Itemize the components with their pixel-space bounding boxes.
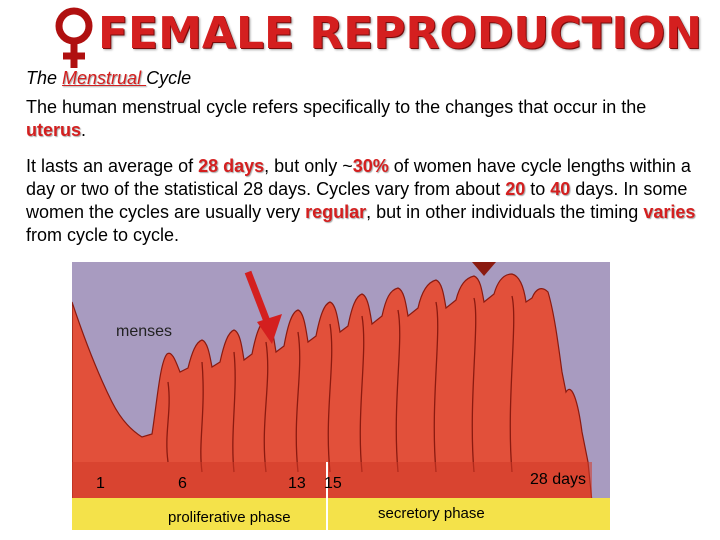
basal-layer [72,462,592,498]
section-subtitle: The Menstrual Cycle [26,68,191,89]
p2-text-5: days. In some women the cycles are usual… [26,179,688,222]
page-title: FEMALE REPRODUCTION [98,8,702,59]
ovulation-marker-icon [472,262,496,276]
p1-highlight-uterus: uterus [26,120,82,140]
p2-text-4: to [525,179,551,199]
menses-arrow-icon [244,270,282,344]
p1-text: The human menstrual cycle refers specifi… [26,97,647,117]
header: FEMALE REPRODUCTION [50,4,710,68]
myometrium-base [72,498,610,530]
day-label-28: 28 days [530,471,586,488]
p2-highlight-varies: varies [643,202,696,222]
subtitle-prefix: The [26,68,63,88]
paragraph-cycle-length: It lasts an average of 28 days, but only… [26,155,696,247]
p2-highlight-40: 40 [550,179,571,199]
menses-label: menses [116,323,172,340]
p2-text-7: from cycle to cycle. [26,225,180,245]
paragraph-definition: The human menstrual cycle refers specifi… [26,96,696,142]
subtitle-suffix: Cycle [146,68,192,88]
p2-text-2: , but only ~ [264,156,353,176]
uterine-lining-illustration: menses 1 6 13 15 28 days proliferative p… [72,262,610,530]
p2-text-6: , but in other individuals the timing [366,202,644,222]
p1-end: . [81,120,87,140]
day-label-6: 6 [178,475,187,492]
day-label-1: 1 [96,475,105,492]
day-label-15: 15 [324,475,342,492]
p2-text-3: of women have cycle lengths within a day… [26,156,691,199]
p2-highlight-regular: regular [305,202,367,222]
p2-text-1: It lasts an average of [26,156,199,176]
p2-highlight-30-percent: 30% [352,156,389,176]
proliferative-phase-label: proliferative phase [168,509,291,526]
female-symbol-icon [55,7,93,68]
p2-highlight-28-days: 28 days [198,156,265,176]
subtitle-highlight: Menstrual [62,68,147,88]
p2-highlight-20: 20 [505,179,526,199]
gland-lines [166,295,515,473]
day-label-13: 13 [288,475,306,492]
secretory-phase-label: secretory phase [378,505,485,522]
